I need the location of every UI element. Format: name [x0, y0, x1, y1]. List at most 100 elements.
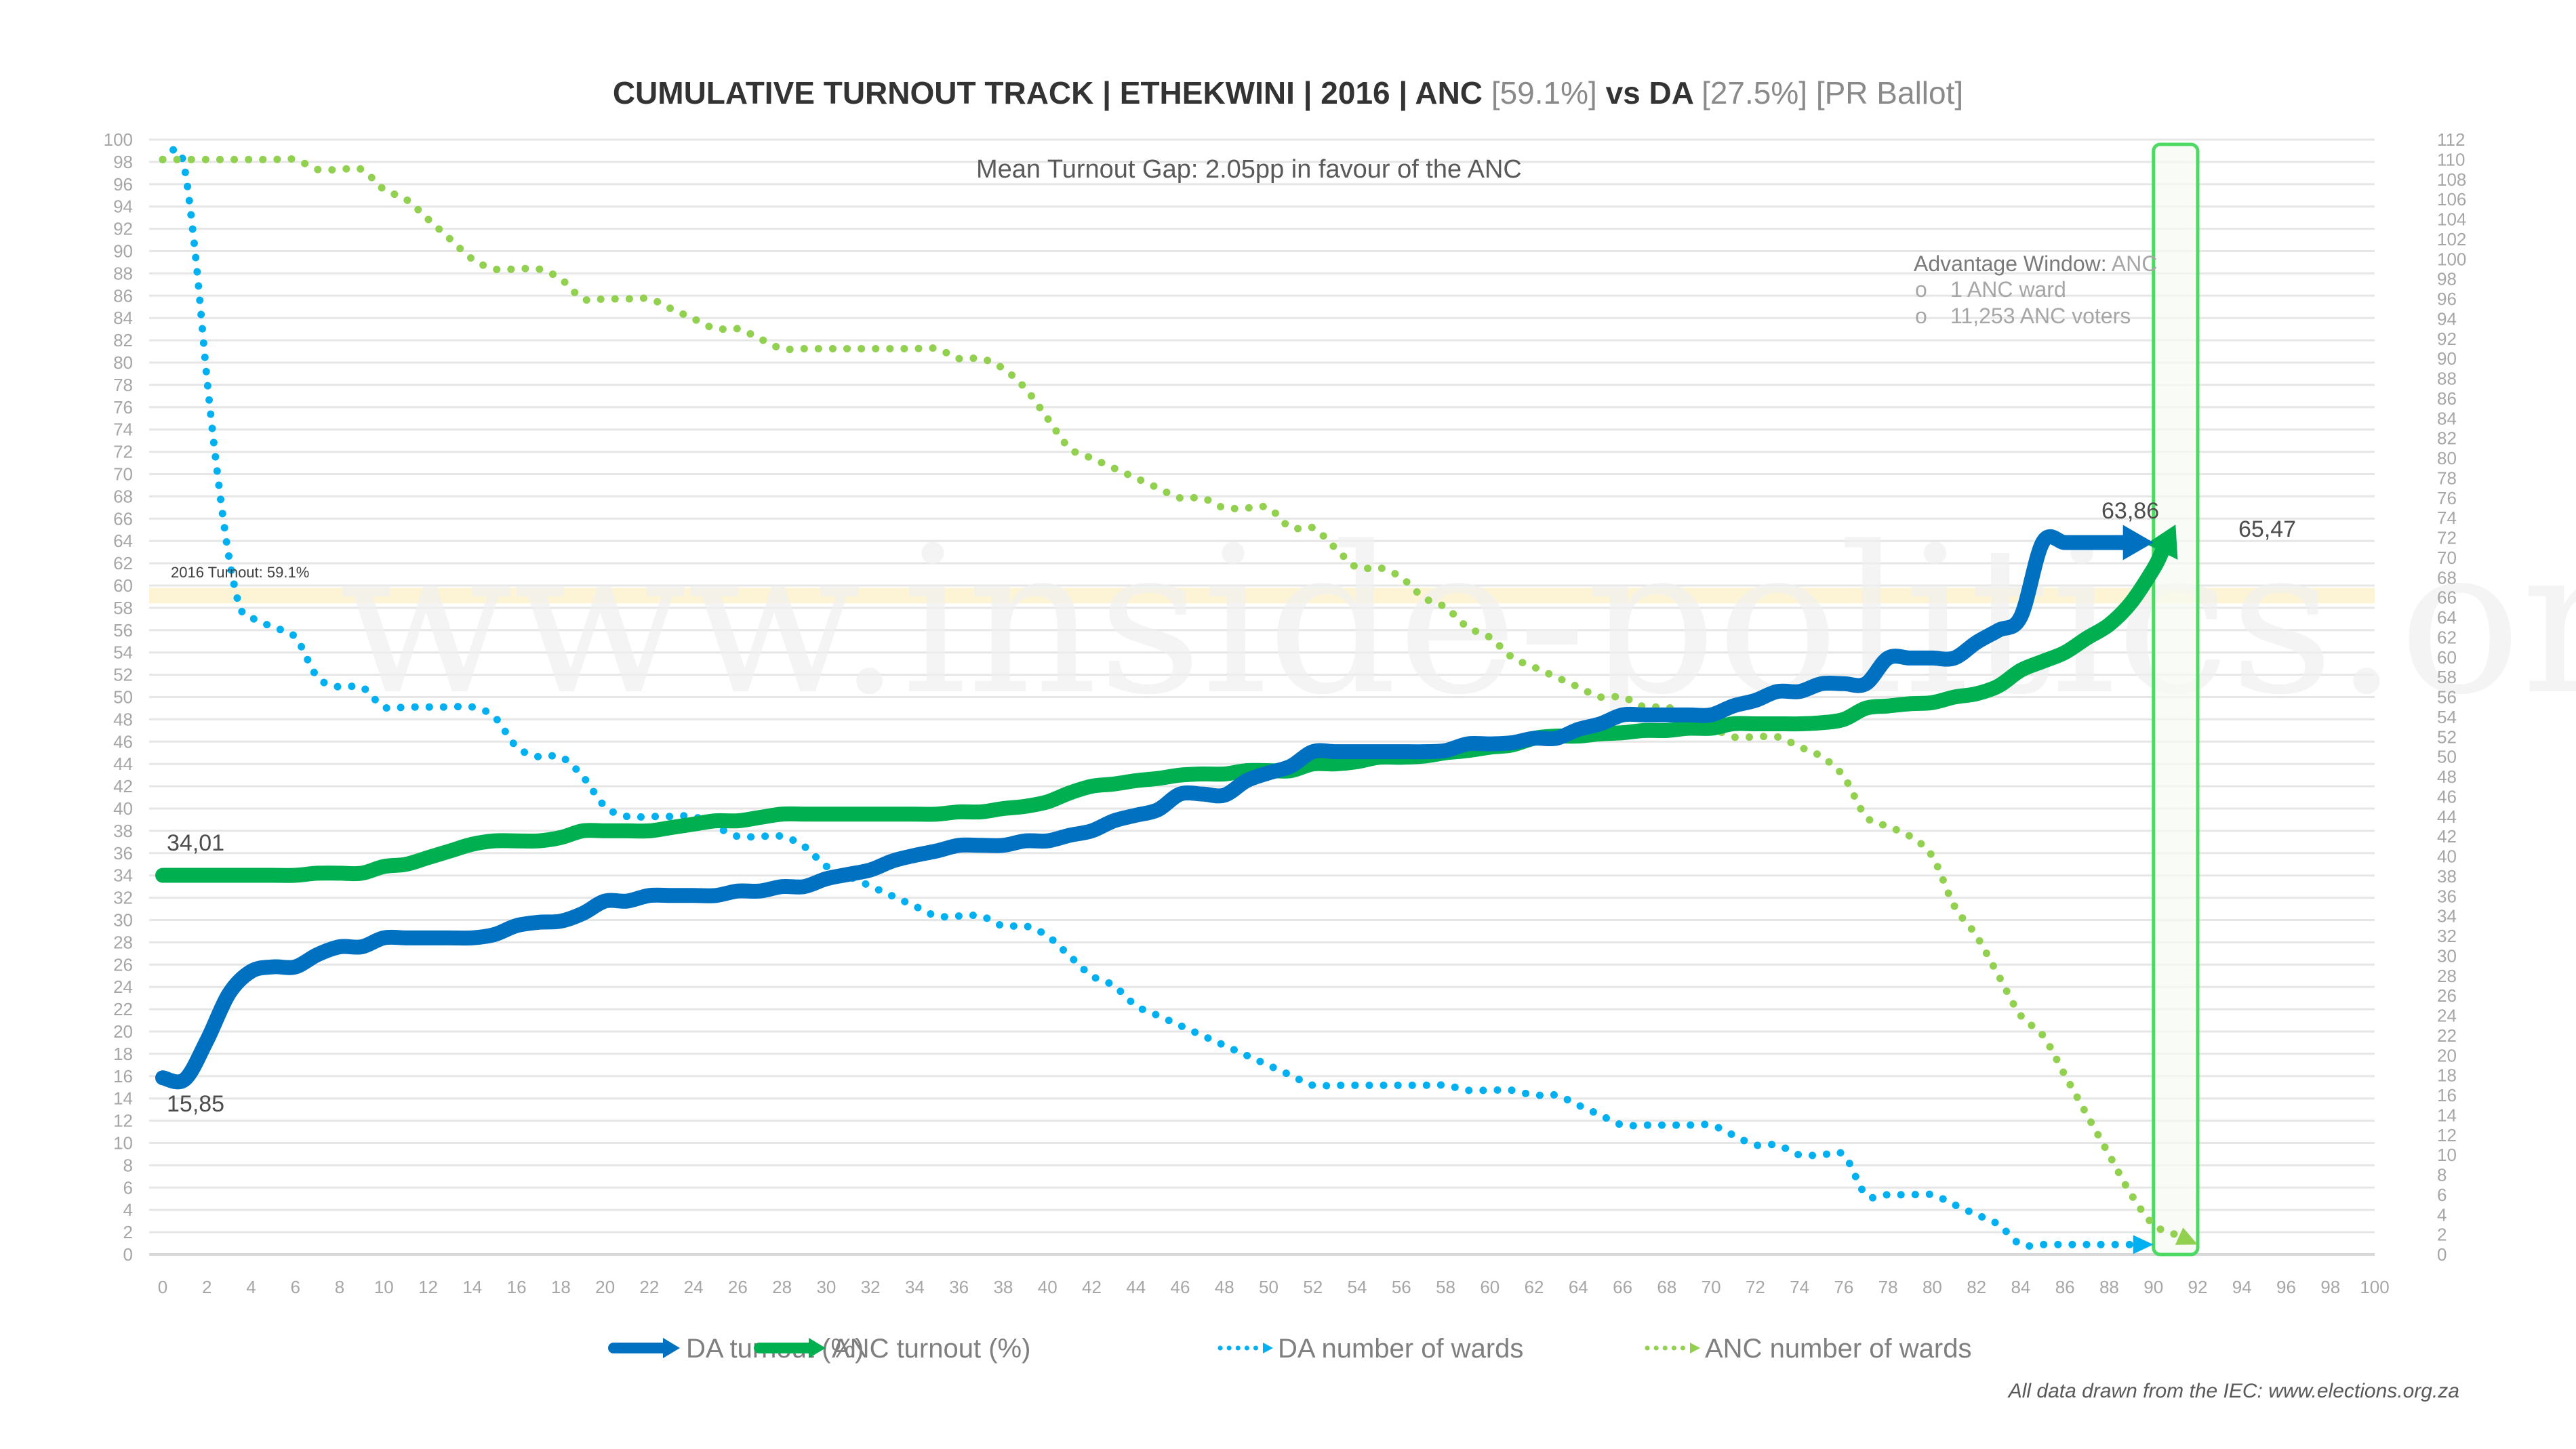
y-right-tick-label: 62 — [2437, 627, 2457, 647]
y-right-tick-label: 96 — [2437, 289, 2457, 309]
y-right-tick-label: 104 — [2437, 209, 2466, 230]
y-left-tick-label: 48 — [113, 709, 133, 729]
y-left-tick-label: 2 — [123, 1222, 133, 1242]
x-tick-label: 46 — [1171, 1277, 1190, 1297]
y-right-tick-label: 44 — [2437, 807, 2457, 827]
y-right-tick-label: 46 — [2437, 786, 2457, 807]
x-tick-label: 12 — [418, 1277, 438, 1297]
y-left-tick-label: 10 — [113, 1133, 133, 1154]
legend-item-anc-turnout: ANC turnout (%) — [754, 1334, 1030, 1364]
x-tick-label: 18 — [551, 1277, 571, 1297]
y-left-tick-label: 60 — [113, 575, 133, 596]
reference-band-label: 2016 Turnout: 59.1% — [171, 564, 309, 581]
x-tick-label: 70 — [1702, 1277, 1721, 1297]
x-tick-label: 62 — [1525, 1277, 1544, 1297]
y-left-tick-label: 38 — [113, 821, 133, 841]
advantage-window-title: Advantage Window: ANC — [1914, 251, 2157, 276]
y-left-tick-label: 46 — [113, 731, 133, 752]
legend-item-da-turnout: DA turnout (%) — [608, 1334, 864, 1364]
bullet-icon: o — [1915, 277, 1927, 302]
x-tick-label: 54 — [1348, 1277, 1367, 1297]
y-right-tick-label: 36 — [2437, 886, 2457, 906]
y-right-tick-label: 112 — [2437, 129, 2465, 150]
y-left-tick-label: 88 — [113, 263, 133, 283]
y-left-tick-label: 20 — [113, 1021, 133, 1042]
y-right-tick-label: 8 — [2437, 1165, 2447, 1185]
x-tick-label: 50 — [1259, 1277, 1279, 1297]
y-left-tick-label: 52 — [113, 665, 133, 685]
x-tick-label: 64 — [1569, 1277, 1588, 1297]
y-right-tick-label: 28 — [2437, 966, 2457, 986]
y-left-tick-label: 76 — [113, 397, 133, 417]
x-tick-label: 28 — [772, 1277, 792, 1297]
data-label-da-end: 63,86 — [2101, 498, 2159, 524]
y-left-tick-label: 24 — [113, 977, 133, 997]
y-right-tick-label: 18 — [2437, 1065, 2457, 1086]
y-right-tick-label: 60 — [2437, 647, 2457, 668]
y-right-tick-label: 56 — [2437, 687, 2457, 708]
x-tick-label: 14 — [462, 1277, 482, 1297]
title-anc-share: [59.1%] — [1491, 75, 1597, 110]
y-left-tick-label: 32 — [113, 888, 133, 908]
y-left-tick-label: 90 — [113, 241, 133, 262]
x-tick-label: 10 — [374, 1277, 394, 1297]
x-tick-label: 6 — [291, 1277, 300, 1297]
y-right-tick-label: 74 — [2437, 508, 2457, 528]
series-anc-number-of-wards — [159, 155, 2198, 1245]
x-tick-label: 24 — [684, 1277, 704, 1297]
data-label-da-start: 15,85 — [167, 1091, 224, 1117]
x-tick-label: 34 — [905, 1277, 925, 1297]
legend-label: ANC turnout (%) — [832, 1334, 1030, 1364]
y-left-tick-label: 70 — [113, 464, 133, 485]
series-da-number-of-wards — [159, 146, 2154, 1254]
advantage-window-box — [2152, 142, 2200, 1257]
y-right-tick-label: 110 — [2437, 149, 2465, 169]
y-left-tick-label: 18 — [113, 1044, 133, 1064]
y-left-tick-label: 58 — [113, 598, 133, 618]
x-tick-label: 8 — [335, 1277, 344, 1297]
y-left-tick-label: 4 — [123, 1200, 133, 1220]
x-tick-label: 72 — [1746, 1277, 1765, 1297]
y-left-tick-label: 26 — [113, 954, 133, 975]
x-tick-label: 74 — [1790, 1277, 1809, 1297]
y-left-tick-label: 80 — [113, 352, 133, 373]
y-left-tick-label: 34 — [113, 865, 133, 886]
legend-item-da-wards: DA number of wards — [1217, 1334, 1523, 1364]
y-right-tick-label: 12 — [2437, 1125, 2457, 1145]
y-right-tick-label: 88 — [2437, 369, 2457, 389]
y-axis-right: 0246810121416182022242628303234363840424… — [2437, 129, 2466, 1265]
y-left-tick-label: 74 — [113, 420, 133, 440]
y-left-tick-label: 82 — [113, 330, 133, 350]
x-tick-label: 76 — [1834, 1277, 1853, 1297]
y-left-tick-label: 54 — [113, 642, 133, 663]
y-left-tick-label: 16 — [113, 1066, 133, 1086]
y-left-tick-label: 22 — [113, 999, 133, 1019]
x-tick-label: 84 — [2011, 1277, 2030, 1297]
y-left-tick-label: 8 — [123, 1155, 133, 1175]
x-axis: 0 2 4 6 8 10 12 14 16 18 20 22 24 26 28 30 32 34 36 38 40 42 4… — [158, 1277, 2390, 1297]
y-right-tick-label: 50 — [2437, 747, 2457, 767]
x-tick-label: 40 — [1038, 1277, 1058, 1297]
y-right-tick-label: 68 — [2437, 567, 2457, 588]
series-da-turnout — [155, 525, 2154, 1090]
x-tick-label: 98 — [2320, 1277, 2340, 1297]
advantage-item: 1 ANC ward — [1950, 277, 2066, 302]
y-left-tick-label: 84 — [113, 308, 133, 328]
series-layer — [155, 146, 2198, 1254]
arrowhead-icon — [2175, 1227, 2198, 1245]
y-right-tick-label: 4 — [2437, 1204, 2447, 1225]
chart-title: CUMULATIVE TURNOUT TRACK | ETHEKWINI | 2… — [613, 75, 1963, 110]
x-tick-label: 92 — [2188, 1277, 2207, 1297]
arrow-icon — [1690, 1343, 1700, 1353]
x-tick-label: 66 — [1613, 1277, 1632, 1297]
y-left-tick-label: 44 — [113, 754, 133, 774]
y-right-tick-label: 38 — [2437, 866, 2457, 886]
y-right-tick-label: 92 — [2437, 329, 2457, 349]
advantage-window-party: ANC — [2112, 251, 2158, 276]
y-right-tick-label: 34 — [2437, 906, 2457, 926]
y-right-tick-label: 20 — [2437, 1045, 2457, 1065]
series-line-solid — [155, 544, 2170, 883]
y-left-tick-label: 86 — [113, 285, 133, 306]
advantage-item: 11,253 ANC voters — [1950, 304, 2131, 328]
x-tick-label: 94 — [2232, 1277, 2252, 1297]
